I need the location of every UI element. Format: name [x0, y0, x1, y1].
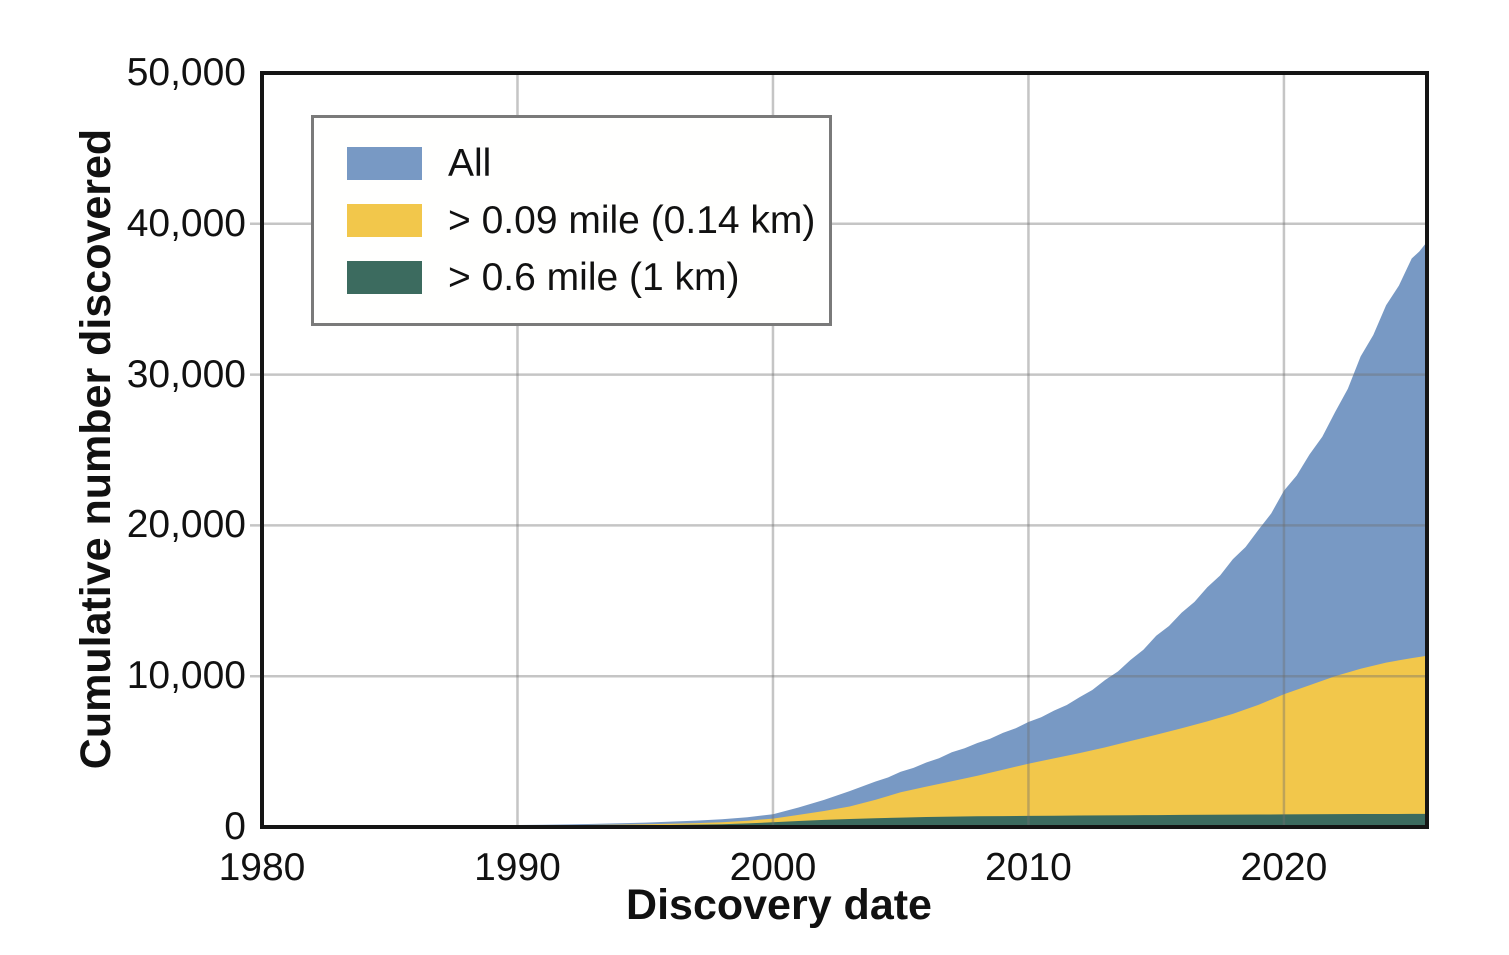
legend-label: > 0.6 mile (1 km) — [448, 255, 740, 299]
legend-item-gt-140m: > 0.09 mile (0.14 km) — [347, 198, 829, 242]
x-tick-label: 1990 — [474, 846, 561, 889]
x-tick-label: 2020 — [1240, 846, 1328, 889]
y-tick-label: 40,000 — [126, 201, 246, 245]
x-tick-label: 2010 — [985, 846, 1072, 889]
y-tick-label: 30,000 — [126, 352, 246, 396]
plot-border — [260, 71, 1429, 829]
legend-item-gt-1km: > 0.6 mile (1 km) — [347, 255, 829, 299]
y-tick-label: 50,000 — [126, 51, 246, 94]
area-gt-140m — [262, 655, 1427, 827]
y-tick-label: 10,000 — [126, 654, 246, 698]
x-axis-title: Discovery date — [626, 881, 932, 929]
y-tick-label: 20,000 — [126, 503, 246, 547]
legend-label: All — [448, 141, 492, 185]
x-tick-label: 2000 — [729, 846, 817, 889]
legend-label: > 0.09 mile (0.14 km) — [448, 198, 816, 242]
legend-item-all: All — [347, 141, 829, 185]
area-all — [262, 241, 1427, 827]
area-gt-1km — [262, 813, 1427, 827]
x-tick-label: 1980 — [218, 846, 306, 889]
legend-swatch-gt-140m — [347, 204, 422, 237]
y-axis-title: Cumulative number discovered — [72, 128, 120, 770]
legend-swatch-gt-1km — [347, 261, 422, 294]
legend-swatch-all — [347, 147, 422, 180]
y-tick-label: 0 — [224, 805, 246, 848]
legend: All > 0.09 mile (0.14 km) > 0.6 mile (1 … — [311, 115, 832, 326]
